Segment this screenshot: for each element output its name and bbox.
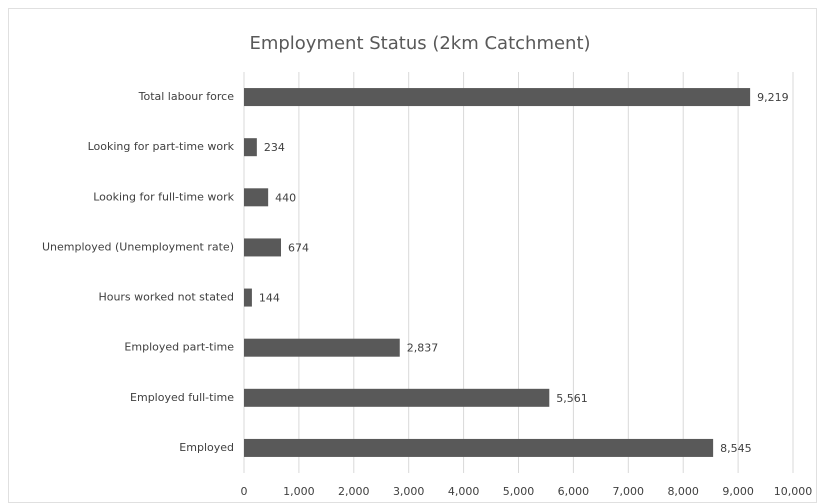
y-tick-label: Unemployed (Unemployment rate) (42, 240, 234, 253)
x-tick-label: 3,000 (393, 485, 425, 498)
x-tick-label: 8,000 (667, 485, 699, 498)
bar (244, 188, 269, 207)
chart-border (8, 8, 817, 503)
data-label: 9,219 (757, 91, 789, 104)
bar (244, 138, 257, 157)
x-tick-label: 7,000 (613, 485, 645, 498)
data-label: 8,545 (720, 442, 752, 455)
data-label: 440 (275, 191, 296, 204)
bar (244, 438, 714, 457)
y-tick-label: Total labour force (138, 90, 235, 103)
x-tick-label: 10,000 (774, 485, 813, 498)
x-tick-label: 5,000 (503, 485, 535, 498)
y-tick-label: Looking for part-time work (88, 140, 235, 153)
y-tick-label: Looking for full-time work (93, 190, 234, 203)
data-label: 2,837 (407, 342, 439, 355)
y-tick-label: Employed (179, 441, 234, 454)
bar (244, 238, 282, 257)
x-tick-label: 1,000 (283, 485, 315, 498)
x-tick-label: 2,000 (338, 485, 370, 498)
data-label: 144 (259, 292, 280, 305)
bar (244, 388, 550, 407)
chart-title: Employment Status (2km Catchment) (249, 33, 590, 54)
data-label: 5,561 (556, 392, 588, 405)
x-tick-label: 6,000 (558, 485, 590, 498)
x-tick-label: 4,000 (448, 485, 480, 498)
y-tick-label: Hours worked not stated (98, 291, 234, 304)
y-tick-label: Employed full-time (130, 391, 234, 404)
data-label: 234 (264, 141, 285, 154)
x-tick-label: 0 (241, 485, 248, 498)
y-tick-label: Employed part-time (124, 341, 234, 354)
bar (244, 88, 751, 107)
x-tick-label: 9,000 (722, 485, 754, 498)
bar (244, 288, 252, 307)
bar (244, 338, 400, 357)
data-label: 674 (288, 241, 309, 254)
